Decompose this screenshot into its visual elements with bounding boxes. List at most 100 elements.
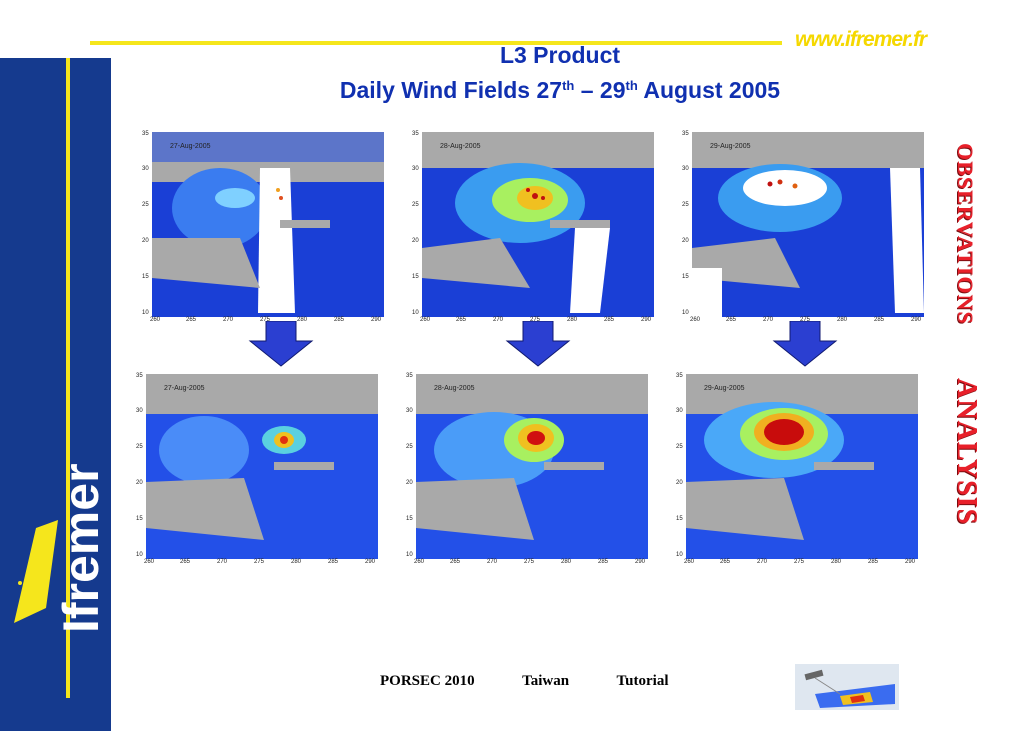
page-title: L3 Product Daily Wind Fields 27th – 29th… (240, 38, 880, 108)
svg-text:10: 10 (412, 310, 419, 316)
svg-text:265: 265 (720, 559, 731, 565)
svg-text:275: 275 (794, 559, 805, 565)
analysis-map-3: 29-Aug-2005 35 30 25 20 15 10 260 265 270 275 280… (674, 370, 924, 565)
footer-kind: Tutorial (616, 673, 669, 689)
svg-text:265: 265 (456, 317, 467, 323)
down-arrow-icon (772, 321, 838, 367)
svg-text:260: 260 (684, 559, 695, 565)
svg-text:20: 20 (412, 238, 419, 244)
down-arrow-icon (505, 321, 571, 367)
analysis-map-1: 27-Aug-2005 35 30 25 20 15 10 260 265 270 275 280… (134, 370, 384, 565)
observations-label: OBSERVATIONS (953, 143, 978, 325)
svg-text:35: 35 (682, 131, 689, 137)
observation-map-3: 29-Aug-2005 35 30 25 20 15 10 260 265 270 275 280… (680, 128, 930, 323)
svg-text:30: 30 (412, 166, 419, 172)
svg-text:10: 10 (136, 552, 143, 558)
svg-text:25: 25 (412, 202, 419, 208)
observation-map-1: 27-Aug-2005 35 30 25 20 15 10 260 265 270 275 280… (140, 128, 390, 323)
map-date: 27-Aug-2005 (164, 385, 205, 392)
svg-text:260: 260 (420, 317, 431, 323)
footer: PORSEC 2010 Taiwan Tutorial (380, 673, 713, 690)
svg-text:30: 30 (136, 408, 143, 414)
svg-text:270: 270 (757, 559, 768, 565)
svg-text:35: 35 (676, 373, 683, 379)
svg-text:270: 270 (487, 559, 498, 565)
svg-text:275: 275 (524, 559, 535, 565)
svg-text:265: 265 (450, 559, 461, 565)
svg-text:265: 265 (186, 317, 197, 323)
svg-text:25: 25 (406, 444, 413, 450)
svg-text:275: 275 (800, 317, 811, 323)
svg-text:10: 10 (406, 552, 413, 558)
svg-text:15: 15 (682, 274, 689, 280)
svg-text:20: 20 (406, 480, 413, 486)
svg-text:265: 265 (726, 317, 737, 323)
title-line-1: L3 Product (499, 42, 621, 68)
svg-text:270: 270 (493, 317, 504, 323)
top-yellow-line (90, 41, 782, 45)
svg-text:20: 20 (682, 238, 689, 244)
svg-text:35: 35 (142, 131, 149, 137)
logo-text: Ifremer (53, 463, 106, 633)
svg-text:10: 10 (142, 310, 149, 316)
svg-text:290: 290 (911, 317, 922, 323)
svg-text:20: 20 (142, 238, 149, 244)
down-arrow-icon (248, 321, 314, 367)
svg-text:30: 30 (142, 166, 149, 172)
svg-text:35: 35 (136, 373, 143, 379)
svg-text:280: 280 (831, 559, 842, 565)
svg-text:10: 10 (682, 310, 689, 316)
svg-text:290: 290 (641, 317, 652, 323)
svg-text:285: 285 (604, 317, 615, 323)
analysis-map-2: 28-Aug-2005 35 30 25 20 15 10 260 265 270 275 280… (404, 370, 654, 565)
svg-text:265: 265 (180, 559, 191, 565)
footer-event: PORSEC 2010 (380, 673, 475, 689)
map-date: 29-Aug-2005 (710, 143, 751, 150)
svg-text:285: 285 (868, 559, 879, 565)
svg-text:30: 30 (676, 408, 683, 414)
svg-text:30: 30 (682, 166, 689, 172)
svg-text:280: 280 (561, 559, 572, 565)
satellite-image (795, 664, 899, 710)
site-url[interactable]: www.ifremer.fr (795, 28, 927, 51)
svg-text:15: 15 (142, 274, 149, 280)
ifremer-logo: Ifremer (6, 408, 106, 638)
svg-text:285: 285 (874, 317, 885, 323)
svg-text:275: 275 (260, 317, 271, 323)
svg-text:280: 280 (291, 559, 302, 565)
svg-text:290: 290 (905, 559, 916, 565)
svg-text:290: 290 (365, 559, 376, 565)
svg-text:260: 260 (150, 317, 161, 323)
svg-text:15: 15 (406, 516, 413, 522)
svg-text:10: 10 (676, 552, 683, 558)
map-date: 29-Aug-2005 (704, 385, 745, 392)
svg-text:270: 270 (223, 317, 234, 323)
svg-text:285: 285 (598, 559, 609, 565)
svg-text:25: 25 (142, 202, 149, 208)
svg-text:25: 25 (676, 444, 683, 450)
analysis-label: ANALYSIS (951, 378, 982, 526)
svg-text:275: 275 (254, 559, 265, 565)
observation-map-2: 28-Aug-2005 35 30 25 20 15 10 260 265 270 275 280… (410, 128, 660, 323)
svg-text:15: 15 (676, 516, 683, 522)
sidebar-yellow-line (66, 58, 70, 698)
svg-text:35: 35 (406, 373, 413, 379)
svg-text:280: 280 (297, 317, 308, 323)
svg-text:260: 260 (414, 559, 425, 565)
svg-text:275: 275 (530, 317, 541, 323)
svg-text:260: 260 (144, 559, 155, 565)
svg-text:15: 15 (136, 516, 143, 522)
map-date: 27-Aug-2005 (170, 143, 211, 150)
map-date: 28-Aug-2005 (434, 385, 475, 392)
svg-text:290: 290 (371, 317, 382, 323)
title-line-2: Daily Wind Fields 27th – 29th August 200… (339, 77, 781, 103)
svg-text:20: 20 (136, 480, 143, 486)
svg-text:285: 285 (328, 559, 339, 565)
svg-text:25: 25 (136, 444, 143, 450)
svg-text:290: 290 (635, 559, 646, 565)
svg-text:260: 260 (690, 317, 701, 323)
svg-text:270: 270 (763, 317, 774, 323)
footer-place: Taiwan (522, 673, 570, 689)
svg-text:270: 270 (217, 559, 228, 565)
svg-text:280: 280 (567, 317, 578, 323)
